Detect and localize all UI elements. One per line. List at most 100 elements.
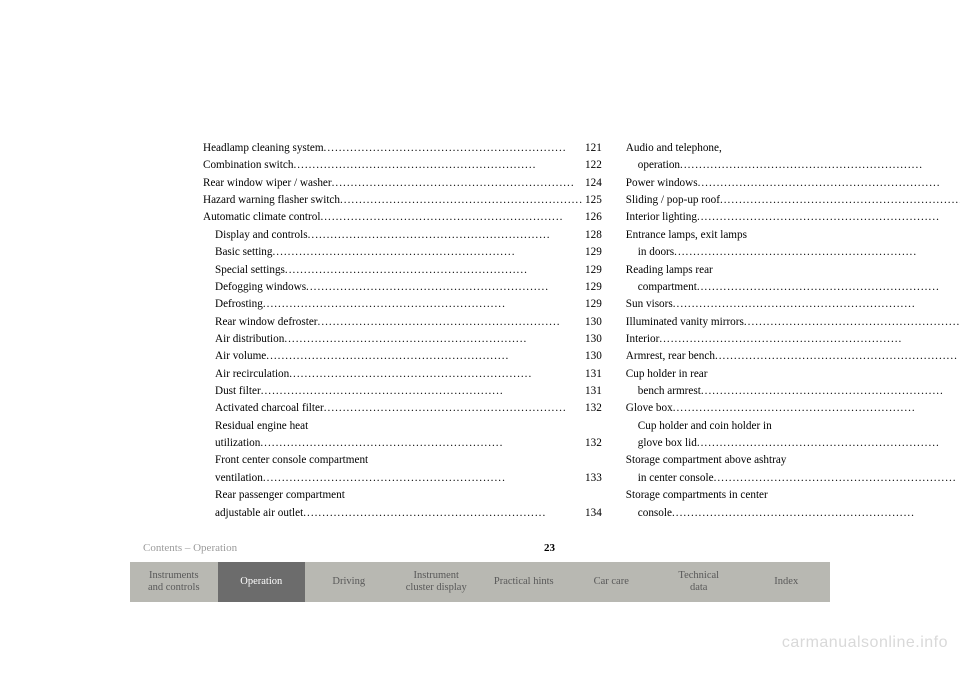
toc-text: Defrosting xyxy=(215,296,263,313)
toc-entry: Sliding / pop-up roof ..................… xyxy=(626,192,960,209)
toc-page-number: 129 xyxy=(583,279,602,296)
section-tabs: Instrumentsand controlsOperationDrivingI… xyxy=(130,562,830,602)
toc-dots: ........................................… xyxy=(697,209,960,226)
toc-dots: ........................................… xyxy=(697,435,960,452)
toc-text: Cup holder in rear xyxy=(626,366,708,383)
manual-page: Headlamp cleaning system ...............… xyxy=(0,0,960,678)
toc-dots: ........................................… xyxy=(293,157,583,174)
toc-dots: ........................................… xyxy=(263,470,583,487)
toc-entry: Power windows ..........................… xyxy=(626,175,960,192)
toc-entry: Storage compartments in center xyxy=(626,487,960,504)
toc-text: Storage compartments in center xyxy=(626,487,768,504)
toc-entry: Defogging windows ......................… xyxy=(203,279,602,296)
toc-dots: ........................................… xyxy=(303,505,583,522)
toc-text: Rear window wiper / washer xyxy=(203,175,332,192)
toc-text: Special settings xyxy=(215,262,285,279)
toc-text: Sliding / pop-up roof xyxy=(626,192,720,209)
toc-page-number: 121 xyxy=(583,140,602,157)
footer-section-label: Contents – Operation xyxy=(143,542,237,554)
toc-text: Rear passenger compartment xyxy=(215,487,345,504)
toc-entry: Audio and telephone, xyxy=(626,140,960,157)
toc-text: Defogging windows xyxy=(215,279,306,296)
toc-columns: Headlamp cleaning system ...............… xyxy=(203,140,798,522)
toc-entry: Basic setting ..........................… xyxy=(203,244,602,261)
tab-driving[interactable]: Driving xyxy=(305,562,393,602)
toc-entry: Sun visors .............................… xyxy=(626,296,960,313)
toc-text: adjustable air outlet xyxy=(215,505,303,522)
toc-text: Power windows xyxy=(626,175,698,192)
toc-text: bench armrest xyxy=(638,383,701,400)
toc-entry: Glove box ..............................… xyxy=(626,400,960,417)
toc-page-number: 131 xyxy=(583,366,602,383)
toc-text: Entrance lamps, exit lamps xyxy=(626,227,747,244)
toc-text: Reading lamps rear xyxy=(626,262,713,279)
toc-dots: ........................................… xyxy=(266,348,583,365)
toc-page-number: 125 xyxy=(583,192,602,209)
toc-dots: ........................................… xyxy=(261,383,583,400)
toc-text: Interior lighting xyxy=(626,209,697,226)
toc-text: Hazard warning flasher switch xyxy=(203,192,340,209)
toc-column-1: Headlamp cleaning system ...............… xyxy=(203,140,602,522)
toc-entry: Rear passenger compartment xyxy=(203,487,602,504)
toc-entry: Hazard warning flasher switch ..........… xyxy=(203,192,602,209)
toc-page-number: 133 xyxy=(583,470,602,487)
toc-entry: Rear window wiper / washer .............… xyxy=(203,175,602,192)
toc-dots: ........................................… xyxy=(308,227,583,244)
toc-page-number: 132 xyxy=(583,400,602,417)
toc-text: Headlamp cleaning system xyxy=(203,140,324,157)
tab-technical-data[interactable]: Technicaldata xyxy=(655,562,743,602)
tab-instruments-and-controls[interactable]: Instrumentsand controls xyxy=(130,562,218,602)
toc-text: Dust filter xyxy=(215,383,261,400)
toc-text: in center console xyxy=(638,470,714,487)
toc-dots: ........................................… xyxy=(324,400,583,417)
toc-text: Air recirculation xyxy=(215,366,289,383)
tab-practical-hints[interactable]: Practical hints xyxy=(480,562,568,602)
toc-dots: ........................................… xyxy=(306,279,583,296)
toc-text: Residual engine heat xyxy=(215,418,308,435)
footer-page-number: 23 xyxy=(544,542,555,554)
watermark: carmanualsonline.info xyxy=(782,634,948,652)
toc-entry: bench armrest ..........................… xyxy=(626,383,960,400)
toc-dots: ........................................… xyxy=(332,175,583,192)
toc-text: Storage compartment above ashtray xyxy=(626,452,787,469)
toc-text: Armrest, rear bench xyxy=(626,348,715,365)
toc-page-number: 128 xyxy=(583,227,602,244)
toc-dots: ........................................… xyxy=(672,505,960,522)
tab-operation[interactable]: Operation xyxy=(218,562,306,602)
toc-text: Basic setting xyxy=(215,244,272,261)
toc-page-number: 129 xyxy=(583,244,602,261)
toc-dots: ........................................… xyxy=(674,244,960,261)
toc-entry: compartment ............................… xyxy=(626,279,960,296)
toc-text: operation xyxy=(638,157,680,174)
toc-text: console xyxy=(638,505,672,522)
toc-text: Display and controls xyxy=(215,227,308,244)
toc-entry: console ................................… xyxy=(626,505,960,522)
toc-dots: ........................................… xyxy=(285,262,583,279)
toc-text: Air volume xyxy=(215,348,266,365)
toc-entry: Air volume .............................… xyxy=(203,348,602,365)
toc-text: Audio and telephone, xyxy=(626,140,722,157)
toc-dots: ........................................… xyxy=(284,331,583,348)
toc-page-number: 130 xyxy=(583,348,602,365)
toc-entry: Residual engine heat xyxy=(203,418,602,435)
toc-entry: in center console ......................… xyxy=(626,470,960,487)
toc-page-number: 130 xyxy=(583,314,602,331)
toc-page-number: 131 xyxy=(583,383,602,400)
toc-page-number: 124 xyxy=(583,175,602,192)
toc-text: Activated charcoal filter xyxy=(215,400,324,417)
tab-car-care[interactable]: Car care xyxy=(568,562,656,602)
toc-entry: Cup holder and coin holder in xyxy=(626,418,960,435)
toc-entry: Automatic climate control ..............… xyxy=(203,209,602,226)
toc-page-number: 129 xyxy=(583,262,602,279)
tab-instrument-cluster-display[interactable]: Instrumentcluster display xyxy=(393,562,481,602)
toc-dots: ........................................… xyxy=(697,279,960,296)
toc-dots: ........................................… xyxy=(673,296,960,313)
toc-dots: ........................................… xyxy=(698,175,960,192)
toc-page-number: 122 xyxy=(583,157,602,174)
tab-index[interactable]: Index xyxy=(743,562,831,602)
toc-text: utilization xyxy=(215,435,260,452)
toc-entry: Combination switch .....................… xyxy=(203,157,602,174)
toc-text: Combination switch xyxy=(203,157,293,174)
toc-entry: Activated charcoal filter ..............… xyxy=(203,400,602,417)
toc-text: Cup holder and coin holder in xyxy=(638,418,772,435)
